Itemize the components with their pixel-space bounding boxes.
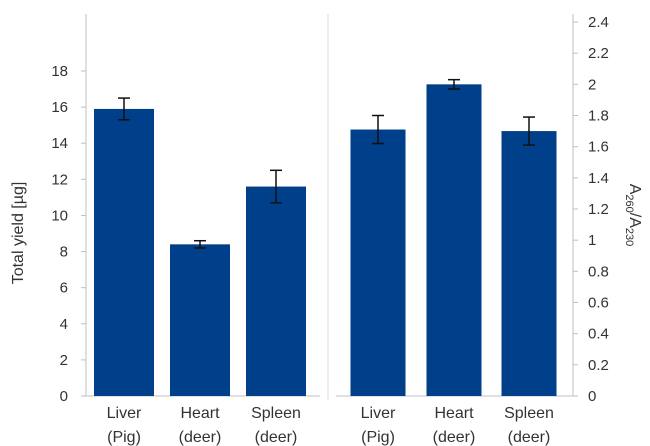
left-tick-label: 6: [60, 280, 68, 297]
left-y-axis: 0 2 4 6 8 10 12 14 16 18: [51, 14, 320, 405]
left-tick-label: 14: [51, 135, 68, 152]
left-tick-label: 18: [51, 63, 68, 80]
right-bars: [350, 78, 557, 397]
right-bar: [501, 131, 557, 397]
right-tick-label: 1.4: [588, 170, 609, 187]
right-tick-label: 0: [588, 388, 596, 405]
left-bar: [94, 108, 154, 397]
right-tick-label: 1.2: [588, 201, 609, 218]
left-y-axis-title: Total yield [µg]: [10, 182, 27, 285]
left-tick-label: 4: [60, 316, 68, 333]
right-y-axis-title: A260/A230: [623, 184, 643, 247]
right-tick-label: 0.8: [588, 263, 609, 280]
right-category-label: (Pig): [361, 429, 395, 446]
right-tick-label: 1.6: [588, 139, 609, 156]
right-tick-label: 1.8: [588, 108, 609, 125]
right-tick-label: 2.2: [588, 45, 609, 62]
right-x-axis-labels: Liver (Pig) Heart (deer) Spleen (deer): [361, 405, 554, 446]
left-bar: [246, 186, 306, 396]
right-tick-label: 0.4: [588, 326, 609, 343]
right-bar: [426, 84, 482, 396]
left-tick-label: 2: [60, 352, 68, 369]
left-category-label: Heart: [180, 405, 220, 422]
left-category-label: (deer): [255, 429, 298, 446]
left-tick-label: 8: [60, 244, 68, 261]
left-x-axis-labels: Liver (Pig) Heart (deer) Spleen (deer): [107, 405, 301, 446]
left-category-label: Spleen: [251, 405, 301, 422]
right-tick-label: 2.4: [588, 14, 609, 31]
left-category-label: (Pig): [107, 429, 141, 446]
left-bars: [94, 97, 306, 397]
left-tick-label: 16: [51, 99, 68, 116]
right-category-label: (deer): [508, 429, 551, 446]
right-category-label: Liver: [361, 405, 396, 422]
right-category-label: Spleen: [504, 405, 554, 422]
right-tick-label: 0.6: [588, 295, 609, 312]
left-category-label: Liver: [107, 405, 142, 422]
left-tick-label: 12: [51, 171, 68, 188]
right-bar: [350, 129, 406, 396]
right-tick-label: 1: [588, 232, 596, 249]
right-tick-label: 2: [588, 76, 596, 93]
left-tick-label: 0: [60, 388, 68, 405]
left-category-label: (deer): [179, 429, 222, 446]
right-category-label: (deer): [433, 429, 476, 446]
right-category-label: Heart: [434, 405, 474, 422]
right-tick-label: 0.2: [588, 357, 609, 374]
left-tick-label: 10: [51, 207, 68, 224]
left-bar: [170, 244, 230, 396]
